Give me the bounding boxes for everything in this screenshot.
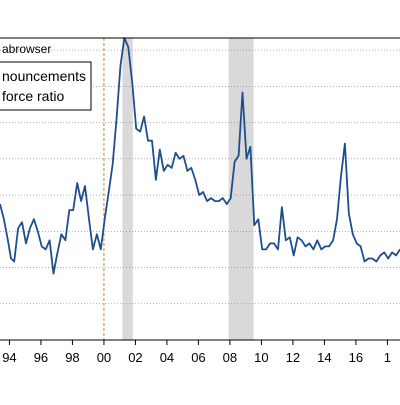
x-tick-label-02: 02 bbox=[128, 350, 142, 365]
x-tick-label-04: 04 bbox=[160, 350, 174, 365]
x-tick-label-00: 00 bbox=[97, 350, 111, 365]
x-tick-label-94: 94 bbox=[2, 350, 16, 365]
legend-frame bbox=[0, 61, 92, 111]
recession-band-1 bbox=[122, 38, 133, 340]
header-fragment: abrowser bbox=[2, 42, 51, 56]
x-tick-label-96: 96 bbox=[34, 350, 48, 365]
x-tick-label-16: 16 bbox=[349, 350, 363, 365]
x-tick-label-98: 98 bbox=[65, 350, 79, 365]
legend-entry-2: force ratio bbox=[2, 88, 64, 104]
recession-band-2 bbox=[228, 38, 254, 340]
x-tick-label-10: 10 bbox=[254, 350, 268, 365]
x-tick-label-12: 12 bbox=[286, 350, 300, 365]
recession-shading-group bbox=[122, 38, 254, 340]
x-tick-label-08: 08 bbox=[223, 350, 237, 365]
axis-group bbox=[0, 37, 400, 341]
x-tick-label-1: 1 bbox=[384, 350, 391, 365]
series-line-1 bbox=[0, 37, 400, 275]
x-tick-group: 94 96 98 00 02 04 06 08 10 12 14 16 1 bbox=[2, 340, 391, 365]
x-tick-label-14: 14 bbox=[317, 350, 331, 365]
series-group bbox=[0, 37, 400, 275]
legend-box: nouncements force ratio bbox=[0, 61, 92, 111]
x-tick-label-06: 06 bbox=[191, 350, 205, 365]
legend-entry-1: nouncements bbox=[2, 68, 86, 84]
